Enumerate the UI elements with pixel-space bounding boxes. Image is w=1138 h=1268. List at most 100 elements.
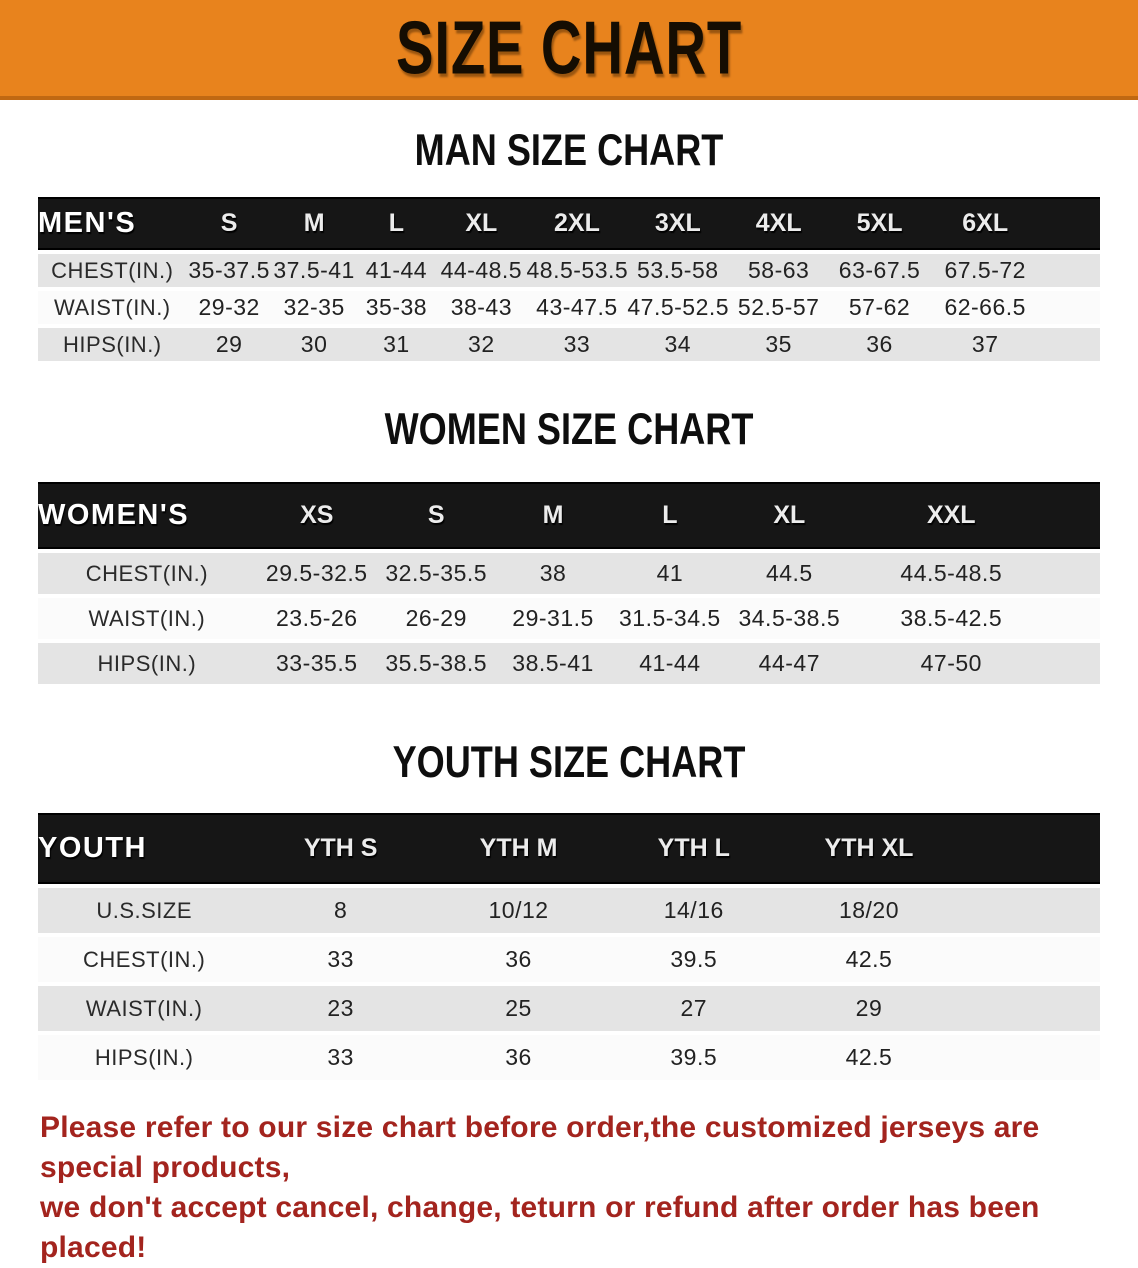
youth-row-label: CHEST(IN.) [38,937,251,983]
women-size-column-header: XS [255,482,378,550]
men-measure-row: WAIST(IN.) 29-32 32-35 35-38 38-43 43-47.5 47.… [38,291,1100,325]
youth-size-column-header: YTH S [250,813,431,885]
men-measure-row: HIPS(IN.) 29 30 31 32 33 34 35 36 37 [38,328,1100,362]
women-measure-value: 38 [494,553,612,595]
women-size-column-header: S [377,482,495,550]
spacer-cell [956,937,1100,983]
men-measure-row: CHEST(IN.) 35-37.5 37.5-41 41-44 44-48.5 48.5… [38,254,1100,288]
spacer-cell [1052,598,1100,640]
spacer-cell [956,1035,1100,1081]
youth-measure-row: U.S.SIZE 8 10/12 14/16 18/20 [38,888,1100,934]
spacer-cell [956,813,1100,885]
women-measure-value: 38.5-42.5 [850,598,1053,640]
men-size-column-header: M [271,197,357,251]
women-measure-value: 34.5-38.5 [728,598,851,640]
women-measure-row: CHEST(IN.) 29.5-32.5 32.5-35.5 38 41 44.5 44.5… [38,553,1100,595]
women-size-column-header: L [611,482,729,550]
men-size-column-header: 3XL [627,197,729,251]
women-size-column-header: M [494,482,612,550]
youth-measure-row: CHEST(IN.) 33 36 39.5 42.5 [38,937,1100,983]
women-measure-value: 26-29 [377,598,495,640]
women-measure-value: 41 [611,553,729,595]
women-measure-value: 31.5-34.5 [611,598,729,640]
men-size-column-header: 2XL [526,197,628,251]
men-size-column-header: 5XL [829,197,930,251]
youth-measure-value: 8 [250,888,431,934]
footnote-line-2: we don't accept cancel, change, teturn o… [40,1191,1040,1265]
youth-measure-row: HIPS(IN.) 33 36 39.5 42.5 [38,1035,1100,1081]
women-section-heading: WOMEN SIZE CHART [384,404,754,454]
youth-measure-value: 23 [250,986,431,1032]
women-header-row: WOMEN'S XS S M L XL XXL [38,482,1100,550]
men-measure-value: 32 [436,328,527,362]
men-measure-value: 29 [186,328,272,362]
youth-measure-value: 10/12 [430,888,607,934]
spacer-cell [1040,291,1100,325]
spacer-cell [1040,328,1100,362]
women-size-table-slot: WOMEN'S XS S M L XL XXL CHEST(IN.) 29.5-32.5 32.5… [0,478,1138,688]
youth-row-label: HIPS(IN.) [38,1035,251,1081]
women-measure-row: HIPS(IN.) 33-35.5 35.5-38.5 38.5-41 41-44 44-… [38,643,1100,685]
youth-size-column-header: YTH L [606,813,782,885]
men-measure-value: 41-44 [356,254,437,288]
men-size-column-header: XL [436,197,527,251]
youth-section-heading: YOUTH SIZE CHART [392,737,746,787]
men-size-table: MEN'S S M L XL 2XL 3XL 4XL 5XL 6XL CHEST(IN.) 35-37… [38,193,1100,365]
youth-size-column-header: YTH M [430,813,607,885]
banner: SIZE CHART [0,0,1138,100]
men-measure-value: 29-32 [186,291,272,325]
youth-size-table-slot: YOUTH YTH S YTH M YTH L YTH XL U.S.SIZE 8 10/12… [0,809,1138,1084]
men-row-label: WAIST(IN.) [38,291,187,325]
men-measure-value: 33 [526,328,628,362]
men-size-table-slot: MEN'S S M L XL 2XL 3XL 4XL 5XL 6XL CHEST(IN.) 35-37… [0,193,1138,365]
men-measure-value: 36 [829,328,930,362]
men-size-column-header: 4XL [728,197,830,251]
spacer-cell [1052,553,1100,595]
youth-measure-value: 42.5 [781,937,957,983]
men-size-column-header: 6XL [929,197,1041,251]
men-measure-value: 37.5-41 [271,254,357,288]
men-measure-value: 52.5-57 [728,291,830,325]
men-row-label: CHEST(IN.) [38,254,187,288]
men-measure-value: 63-67.5 [829,254,930,288]
women-size-table: WOMEN'S XS S M L XL XXL CHEST(IN.) 29.5-32.5 32.5… [38,478,1100,688]
men-measure-value: 37 [929,328,1041,362]
men-size-column-header: S [186,197,272,251]
women-size-column-header: XL [728,482,851,550]
men-measure-value: 31 [356,328,437,362]
men-measure-value: 53.5-58 [627,254,729,288]
women-measure-value: 44.5-48.5 [850,553,1053,595]
section-women: WOMEN SIZE CHART WOMEN'S XS S M L XL XXL CHEST(… [0,404,1138,688]
women-measure-value: 23.5-26 [255,598,378,640]
women-measure-value: 32.5-35.5 [377,553,495,595]
men-measure-value: 35 [728,328,830,362]
youth-row-label: U.S.SIZE [38,888,251,934]
youth-measure-value: 33 [250,1035,431,1081]
women-group-label: WOMEN'S [38,482,256,550]
section-youth: YOUTH SIZE CHART YOUTH YTH S YTH M YTH L YTH… [0,737,1138,1084]
spacer-cell [1040,254,1100,288]
men-measure-value: 30 [271,328,357,362]
women-size-column-header: XXL [850,482,1053,550]
men-measure-value: 62-66.5 [929,291,1041,325]
men-measure-value: 58-63 [728,254,830,288]
women-row-label: HIPS(IN.) [38,643,256,685]
footnote-line-1: Please refer to our size chart before or… [40,1111,1040,1185]
men-measure-value: 44-48.5 [436,254,527,288]
youth-measure-value: 29 [781,986,957,1032]
women-measure-value: 41-44 [611,643,729,685]
youth-measure-value: 33 [250,937,431,983]
men-group-label: MEN'S [38,197,187,251]
youth-measure-row: WAIST(IN.) 23 25 27 29 [38,986,1100,1032]
spacer-cell [956,888,1100,934]
section-men: MAN SIZE CHART MEN'S S M L XL 2XL 3XL 4XL 5XL 6XL… [0,126,1138,365]
youth-header-row: YOUTH YTH S YTH M YTH L YTH XL [38,813,1100,885]
men-measure-value: 48.5-53.5 [526,254,628,288]
women-row-label: CHEST(IN.) [38,553,256,595]
women-measure-value: 47-50 [850,643,1053,685]
youth-measure-value: 36 [430,1035,607,1081]
spacer-cell [956,986,1100,1032]
women-measure-row: WAIST(IN.) 23.5-26 26-29 29-31.5 31.5-34.5 34… [38,598,1100,640]
women-measure-value: 44-47 [728,643,851,685]
men-measure-value: 35-38 [356,291,437,325]
